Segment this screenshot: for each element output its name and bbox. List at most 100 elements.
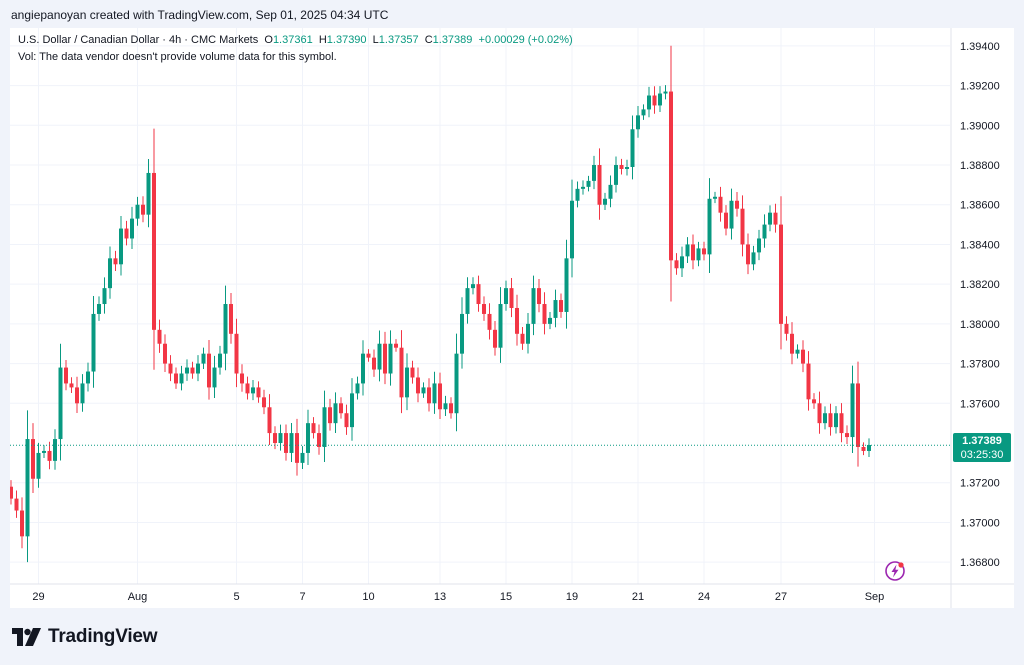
candle-up — [377, 343, 382, 370]
candle-down — [718, 196, 723, 213]
x-tick-label: Aug — [128, 591, 148, 603]
y-tick-label: 1.39000 — [960, 120, 1000, 132]
candle-up — [300, 452, 305, 463]
candle-down — [669, 91, 673, 261]
candle-up — [36, 452, 41, 479]
candle-up — [432, 383, 437, 404]
x-tick-label: 24 — [698, 591, 710, 603]
candle-down — [542, 304, 547, 324]
candle-down — [284, 433, 288, 453]
candle-down — [597, 165, 602, 205]
chart-frame[interactable]: 1.36800 1.37000 1.37200 1.37600 1.37800 1.380… — [10, 28, 1014, 608]
candle-up — [636, 115, 640, 130]
candle-up — [454, 353, 459, 414]
candle-up — [630, 129, 635, 167]
candle-up — [603, 198, 607, 205]
candle-up — [707, 198, 712, 255]
candle-down — [339, 403, 343, 414]
candle-up — [322, 407, 327, 447]
candlestick-chart[interactable]: 1.36800 1.37000 1.37200 1.37600 1.37800 1.380… — [10, 28, 1014, 608]
candle-up — [696, 248, 701, 261]
header-text: angiepanoyan created with TradingView.co… — [11, 8, 389, 22]
candle-up — [405, 367, 409, 398]
candle-down — [856, 383, 860, 447]
tradingview-logo[interactable]: TradingView — [12, 626, 158, 648]
candle-down — [240, 373, 244, 384]
candle-up — [592, 165, 596, 181]
last-price: 1.37389 — [962, 435, 1002, 447]
x-tick-label: 13 — [434, 591, 446, 603]
candle-up — [575, 188, 580, 201]
candle-down — [427, 387, 431, 404]
candle-up — [553, 300, 558, 318]
x-tick-label: 19 — [566, 591, 578, 603]
candle-down — [691, 244, 695, 261]
candle-up — [80, 383, 85, 404]
candle-down — [784, 323, 789, 334]
candle-up — [663, 91, 668, 94]
candle-down — [262, 397, 266, 408]
candle-down — [509, 288, 514, 308]
candle-up — [762, 224, 767, 239]
candle-down — [773, 212, 778, 225]
candle-up — [108, 258, 112, 289]
candle-down — [317, 433, 321, 447]
candle-up — [586, 180, 591, 187]
candle-up — [53, 439, 57, 461]
legend-c-label: C — [424, 34, 433, 46]
candle-up — [531, 288, 536, 324]
candle-down — [234, 333, 239, 374]
candle-up — [86, 371, 90, 384]
candle-down — [839, 413, 844, 434]
candle-down — [64, 367, 68, 384]
candle-up — [850, 383, 855, 438]
candle-up — [130, 218, 134, 239]
candle-up — [278, 433, 283, 444]
candle-down — [207, 353, 211, 388]
candle-down — [449, 403, 453, 414]
candle-up — [823, 413, 827, 424]
header-bar: angiepanoyan created with TradingView.co… — [0, 0, 1024, 28]
x-tick-label: 15 — [500, 591, 512, 603]
candle-down — [190, 367, 195, 374]
candle-up — [388, 343, 393, 374]
legend-l-label: L — [372, 34, 379, 46]
candle-up — [223, 304, 228, 354]
candle-up — [526, 323, 530, 344]
candle-down — [845, 433, 849, 438]
candle-down — [366, 353, 371, 358]
candle-up — [212, 367, 217, 388]
candle-up — [498, 304, 503, 348]
y-tick-label: 1.38000 — [960, 319, 1000, 331]
y-tick-label: 1.38200 — [960, 279, 1000, 291]
candle-up — [421, 387, 426, 394]
candle-up — [102, 288, 107, 305]
y-tick-label: 1.38800 — [960, 160, 1000, 172]
candle-up — [333, 403, 338, 424]
legend-change: +0.00029 (+0.02%) — [478, 34, 573, 46]
candle-up — [564, 258, 569, 312]
candle-down — [812, 399, 816, 404]
candle-up — [97, 304, 101, 314]
candle-down — [487, 313, 492, 330]
candle-down — [69, 383, 74, 388]
candle-up — [641, 109, 646, 116]
candle-down — [476, 284, 481, 305]
candle-down — [311, 423, 316, 434]
candle-down — [438, 383, 442, 410]
candle-up — [196, 363, 200, 374]
candle-up — [355, 383, 360, 394]
candle-up — [119, 228, 123, 265]
lightning-bolt-icon[interactable] — [884, 560, 906, 582]
footer — [0, 610, 1024, 665]
candle-down — [141, 204, 145, 215]
candle-up — [218, 353, 222, 368]
legend-high: 1.37390 — [326, 34, 367, 46]
candle-up — [713, 196, 717, 199]
candle-down — [295, 433, 299, 463]
legend-o-label: O — [264, 34, 273, 46]
candle-up — [201, 353, 206, 364]
candle-down — [344, 413, 349, 428]
candle-up — [504, 288, 508, 305]
candle-up — [471, 284, 475, 289]
